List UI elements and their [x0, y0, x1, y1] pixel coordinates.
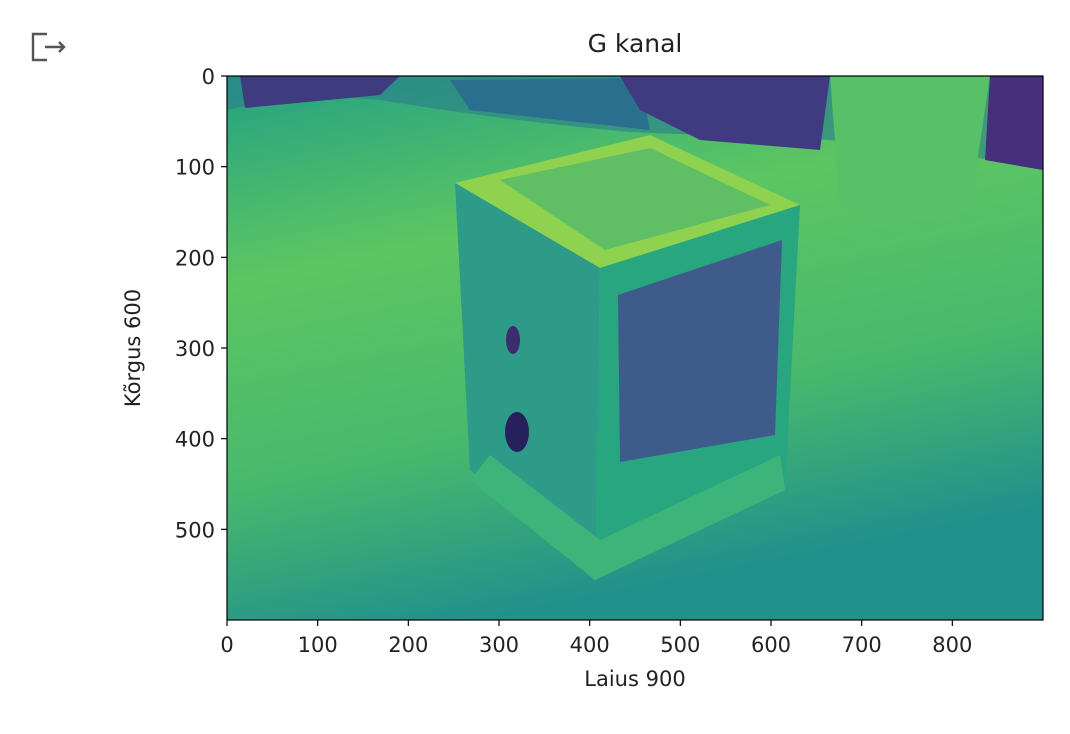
image: [227, 76, 1043, 620]
chart-title: G kanal: [588, 29, 683, 58]
x-tick-label: 300: [479, 633, 519, 657]
x-tick-label: 700: [842, 633, 882, 657]
x-tick-label: 400: [570, 633, 610, 657]
y-axis-label: Kõrgus 600: [121, 289, 145, 407]
y-tick-label: 100: [175, 156, 215, 180]
y-tick-label: 400: [175, 428, 215, 452]
y-tick-label: 200: [175, 246, 215, 270]
x-tick-label: 200: [388, 633, 428, 657]
x-tick-label: 0: [220, 633, 233, 657]
x-tick-label: 600: [751, 633, 791, 657]
y-tick-label: 300: [175, 337, 215, 361]
output-icon: [31, 32, 66, 62]
x-tick-label: 500: [660, 633, 700, 657]
x-axis-label: Laius 900: [584, 667, 685, 691]
y-tick-label: 500: [175, 518, 215, 542]
y-tick-label: 0: [202, 65, 215, 89]
x-tick-label: 100: [298, 633, 338, 657]
x-tick-label: 800: [932, 633, 972, 657]
